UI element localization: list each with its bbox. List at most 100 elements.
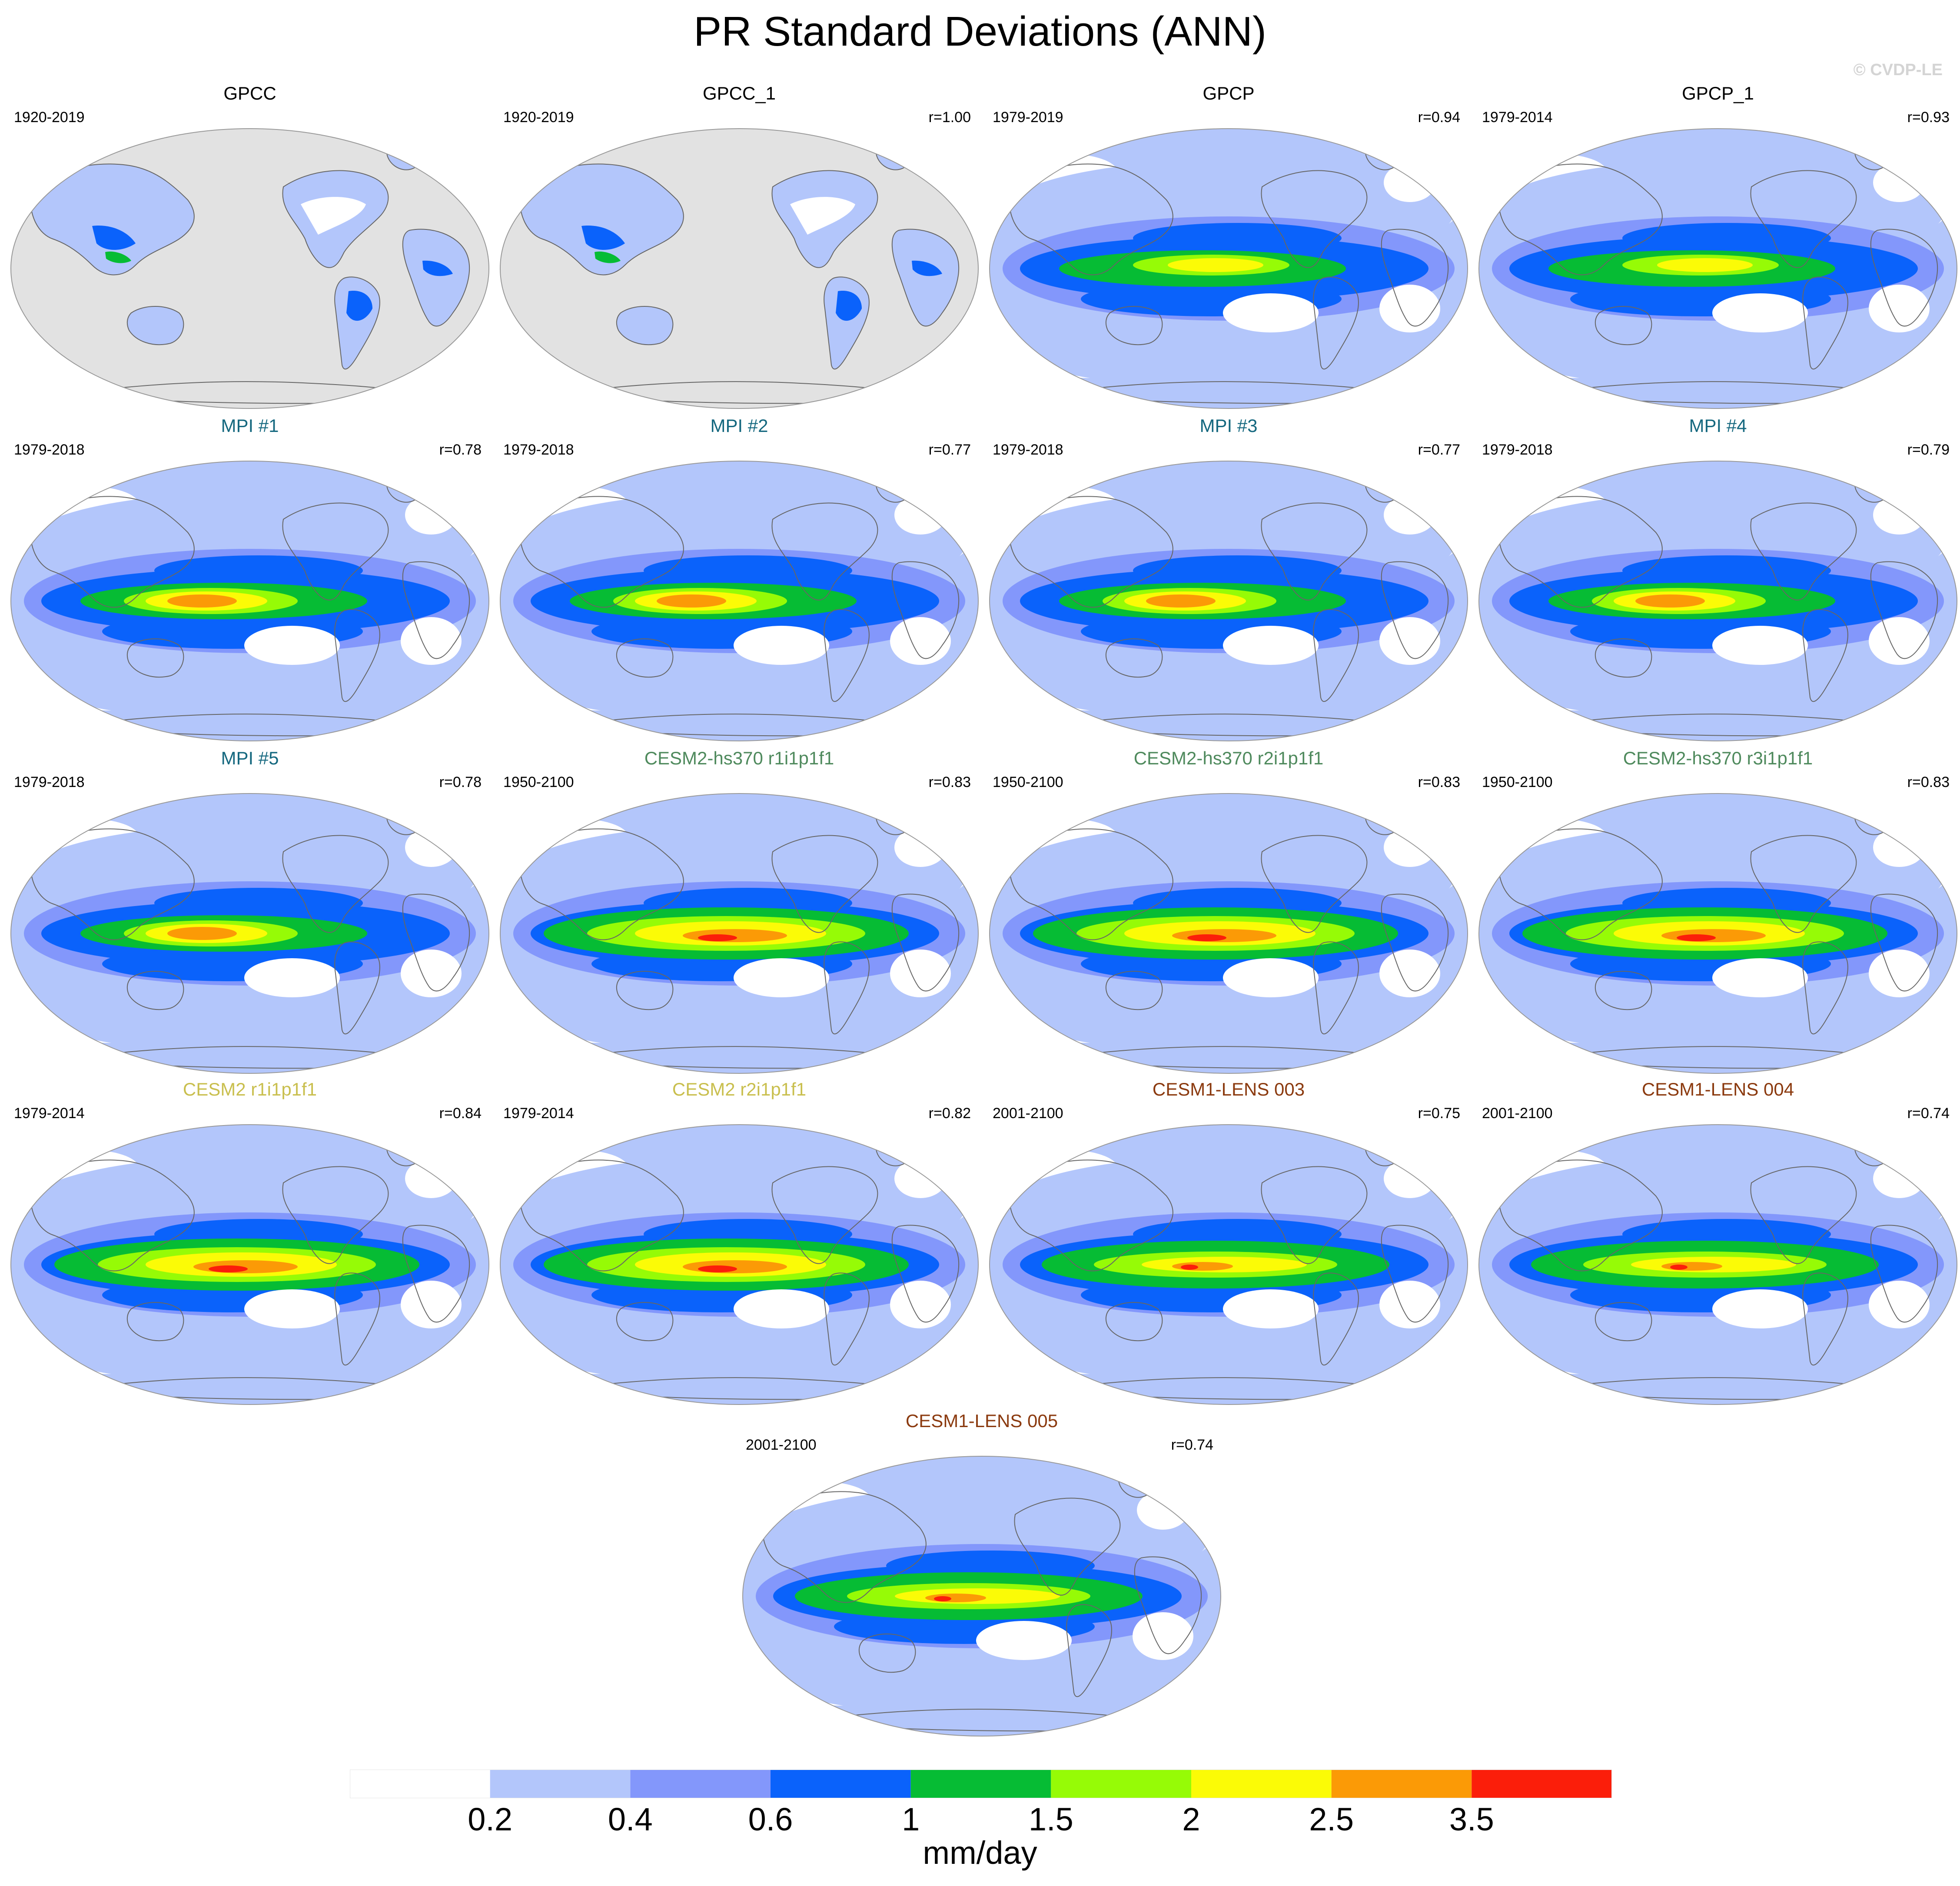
world-map xyxy=(499,128,979,409)
coastline xyxy=(824,1272,870,1366)
world-map xyxy=(1478,1124,1958,1405)
coastline xyxy=(1009,1159,1173,1272)
coastline xyxy=(1066,1604,1112,1697)
panel-correlation: r=0.79 xyxy=(1907,442,1950,458)
panel-title: MPI #2 xyxy=(710,415,768,436)
coastline xyxy=(1261,502,1368,601)
map-border xyxy=(10,461,490,741)
land-precip-std xyxy=(30,164,194,275)
watermark: © CVDP-LE xyxy=(1853,61,1943,79)
coastline xyxy=(334,609,380,702)
panel-years: 1979-2018 xyxy=(503,442,574,458)
coastline xyxy=(762,1491,927,1603)
coastline xyxy=(1381,229,1448,327)
coastline xyxy=(1802,276,1848,370)
map-border xyxy=(1478,1124,1958,1405)
panel-correlation: r=0.74 xyxy=(1171,1437,1213,1453)
figure-title: PR Standard Deviations (ANN) xyxy=(694,8,1266,55)
world-map xyxy=(10,793,490,1074)
panel-title: GPCC xyxy=(223,83,276,103)
coastline xyxy=(1105,306,1163,345)
panel-years: 2001-2100 xyxy=(993,1105,1063,1122)
coastline xyxy=(519,496,684,608)
coastline xyxy=(1313,941,1359,1035)
coastline xyxy=(771,835,878,933)
panel-years: 1979-2018 xyxy=(14,442,85,458)
panel-title: MPI #1 xyxy=(221,415,279,436)
colorbar-tick-label: 0.4 xyxy=(608,1801,653,1837)
coastline xyxy=(858,1634,916,1673)
map-panel: MPI #4 1979-2018 r=0.79 xyxy=(1473,415,1960,745)
coastline xyxy=(334,1272,380,1366)
panel-correlation: r=0.75 xyxy=(1418,1105,1460,1122)
colorbar xyxy=(350,1770,1612,1798)
world-map xyxy=(499,793,979,1074)
coastline xyxy=(1870,229,1938,327)
colorbar-segment xyxy=(350,1770,490,1798)
world-map xyxy=(1478,128,1958,409)
world-map xyxy=(1478,461,1958,741)
land-precip-std xyxy=(616,306,673,345)
coastline xyxy=(824,609,870,702)
coastline xyxy=(1802,609,1848,702)
world-map xyxy=(499,1124,979,1405)
coastline xyxy=(771,170,878,268)
coastline xyxy=(1498,1159,1663,1272)
colorbar-tick-label: 3.5 xyxy=(1449,1801,1494,1837)
coastline xyxy=(1313,1272,1359,1366)
coastline xyxy=(1870,893,1938,992)
map-border xyxy=(989,793,1468,1074)
map-panel: GPCC 1920-2019 xyxy=(5,83,495,413)
colorbar-tick-label: 2 xyxy=(1182,1801,1200,1837)
panel-years: 1950-2100 xyxy=(993,774,1063,790)
coastline xyxy=(1261,835,1368,933)
panel-title: MPI #3 xyxy=(1199,415,1258,436)
coastline xyxy=(282,835,389,933)
coastline xyxy=(1381,561,1448,659)
panel-years: 2001-2100 xyxy=(1482,1105,1553,1122)
panel-years: 1979-2014 xyxy=(14,1105,85,1122)
coastline xyxy=(1381,1225,1448,1323)
coastline xyxy=(519,828,684,940)
map-panel: MPI #5 1979-2018 r=0.78 xyxy=(5,747,495,1078)
panel-correlation: r=0.74 xyxy=(1907,1105,1950,1122)
coastline xyxy=(1498,163,1663,276)
coastline xyxy=(1498,828,1663,940)
panel-years: 1950-2100 xyxy=(503,774,574,790)
colorbar-segment xyxy=(1051,1770,1191,1798)
coastline xyxy=(1261,1166,1368,1264)
coastline xyxy=(1750,835,1857,933)
coastline xyxy=(891,229,959,327)
map-border xyxy=(742,1456,1222,1737)
world-map xyxy=(989,1124,1468,1405)
coastline xyxy=(891,893,959,992)
coastline xyxy=(30,1159,195,1272)
coastline xyxy=(771,1166,878,1264)
map-panel: CESM2 r2i1p1f1 1979-2014 r=0.82 xyxy=(495,1079,984,1409)
panel-title: GPCP_1 xyxy=(1682,83,1754,103)
coastline xyxy=(616,1302,674,1341)
coastline xyxy=(1870,1225,1938,1323)
colorbar-segment xyxy=(630,1770,771,1798)
coastline xyxy=(402,229,470,327)
panel-years: 1979-2014 xyxy=(1482,109,1553,126)
panel-correlation: r=0.83 xyxy=(1907,774,1950,790)
map-border xyxy=(10,793,490,1074)
panel-correlation: r=0.83 xyxy=(928,774,971,790)
map-border xyxy=(989,461,1468,741)
panel-years: 1950-2100 xyxy=(1482,774,1553,790)
map-panel: CESM1-LENS 005 2001-2100 r=0.74 xyxy=(737,1410,1226,1740)
coastline xyxy=(1750,1166,1857,1264)
coastline xyxy=(1261,170,1368,268)
coastline xyxy=(1009,163,1173,276)
colorbar-tick-label: 2.5 xyxy=(1309,1801,1354,1837)
coastline xyxy=(1014,1498,1121,1596)
coastline xyxy=(1105,638,1163,678)
panel-title: GPCC_1 xyxy=(702,83,776,103)
map-panel: CESM2-hs370 r1i1p1f1 1950-2100 r=0.83 xyxy=(495,747,984,1078)
coastline xyxy=(1381,893,1448,992)
world-map xyxy=(989,128,1468,409)
map-panel: MPI #2 1979-2018 r=0.77 xyxy=(495,415,984,745)
coastline xyxy=(30,496,195,608)
coastline xyxy=(402,1225,470,1323)
